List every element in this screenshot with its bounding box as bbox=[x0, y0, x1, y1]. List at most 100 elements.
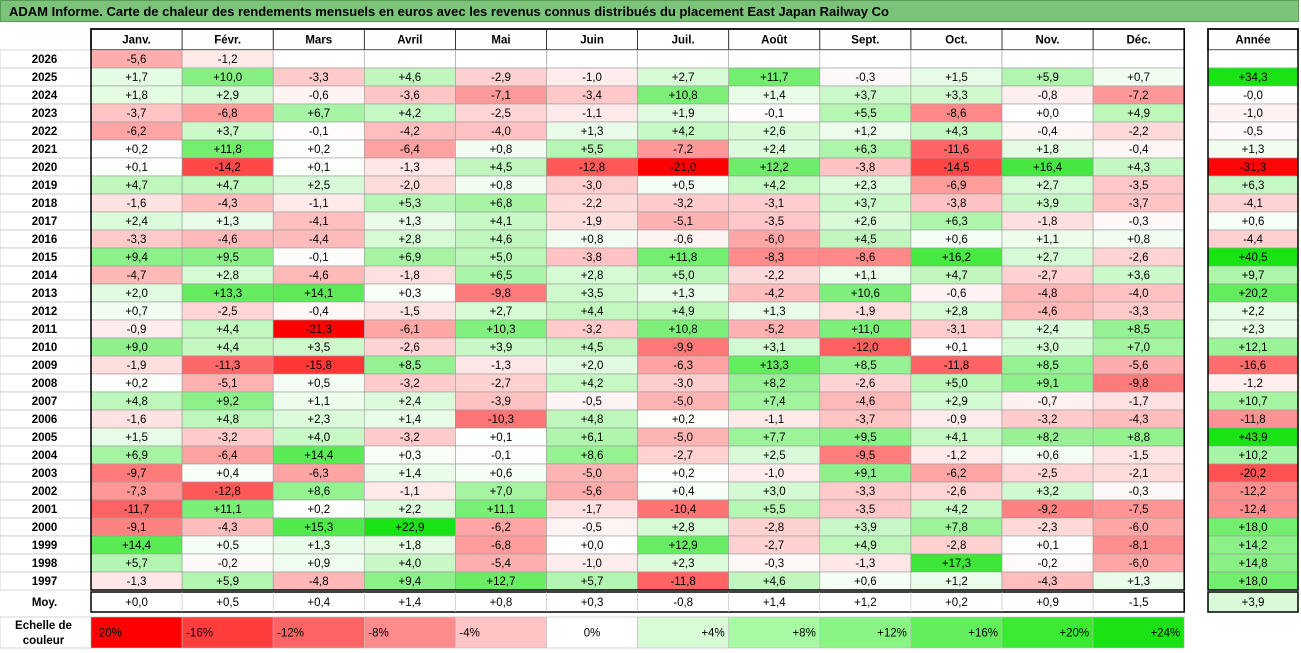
heat-cell-label: +1,1 bbox=[854, 270, 877, 282]
heat-cell-label: +8,2 bbox=[1036, 432, 1059, 444]
heat-cell-label: -3,0 bbox=[673, 378, 693, 390]
year-label: 1998 bbox=[32, 558, 58, 570]
year-label: 2026 bbox=[32, 54, 58, 66]
heat-cell bbox=[819, 49, 912, 69]
heat-cell-label: -9,8 bbox=[1129, 378, 1149, 390]
heat-cell-label: -3,2 bbox=[582, 324, 602, 336]
heat-cell-label: +0,2 bbox=[307, 504, 330, 516]
heat-cell-label: +1,3 bbox=[216, 216, 239, 228]
heat-cell-label: -1,7 bbox=[1129, 396, 1149, 408]
heat-cell-label: -0,3 bbox=[1129, 216, 1149, 228]
heat-cell-label: -6,4 bbox=[400, 144, 420, 156]
heat-cell-label: +8,2 bbox=[763, 378, 786, 390]
month-header: Juil. bbox=[672, 35, 695, 47]
heat-cell-label: -15,8 bbox=[306, 360, 332, 372]
annual-cell-label: +40,5 bbox=[1238, 252, 1267, 264]
annual-cell-label: +20,2 bbox=[1238, 288, 1267, 300]
scale-swatch bbox=[363, 616, 456, 649]
heat-cell-label: -7,3 bbox=[127, 486, 147, 498]
heat-cell-label: +3,0 bbox=[1036, 342, 1059, 354]
scale-swatch-label: -20% bbox=[95, 628, 122, 640]
year-label: 2025 bbox=[32, 72, 58, 84]
annual-cell-label: +1,3 bbox=[1242, 144, 1265, 156]
heat-cell-label: +3,5 bbox=[307, 342, 330, 354]
heat-cell-label: -12,8 bbox=[579, 162, 605, 174]
scale-swatch-label: +4% bbox=[701, 628, 724, 640]
heat-cell-label: +0,1 bbox=[945, 342, 968, 354]
heat-cell-label: +2,8 bbox=[398, 234, 421, 246]
heat-cell-label: +5,0 bbox=[672, 270, 695, 282]
heat-cell-label: +4,2 bbox=[945, 504, 968, 516]
heat-cell-label: -3,5 bbox=[764, 216, 784, 228]
scale-label-line2: couleur bbox=[23, 635, 65, 647]
annual-cell-label: +2,2 bbox=[1242, 306, 1265, 318]
heat-cell-label: +0,8 bbox=[1127, 234, 1150, 246]
annual-cell-label: +2,3 bbox=[1242, 324, 1265, 336]
year-label: 2021 bbox=[32, 144, 58, 156]
heat-cell-label: -3,7 bbox=[127, 108, 147, 120]
year-label: 2013 bbox=[32, 288, 58, 300]
annual-cell-label: +43,9 bbox=[1238, 432, 1267, 444]
heat-cell-label: -1,1 bbox=[764, 414, 784, 426]
heat-cell-label: -4,8 bbox=[309, 576, 329, 588]
heat-cell-label: -0,2 bbox=[1038, 558, 1058, 570]
average-value: +0,8 bbox=[490, 597, 513, 609]
heat-cell-label: -0,3 bbox=[855, 72, 875, 84]
heat-cell-label: +5,7 bbox=[125, 558, 148, 570]
annual-cell-label: -12,4 bbox=[1240, 504, 1267, 516]
heat-cell-label: -0,4 bbox=[1038, 126, 1058, 138]
scale-swatch bbox=[181, 616, 274, 649]
heat-cell-label: -2,1 bbox=[1129, 468, 1149, 480]
heat-cell-label: +5,5 bbox=[763, 504, 786, 516]
heat-cell-label: -1,2 bbox=[218, 54, 238, 66]
heat-cell-label: +1,4 bbox=[763, 90, 786, 102]
heat-cell-label: +10,3 bbox=[486, 324, 515, 336]
year-label: 2014 bbox=[32, 270, 58, 282]
month-header: Oct. bbox=[945, 35, 967, 47]
heat-cell-label: -1,7 bbox=[582, 504, 602, 516]
heat-cell-label: -2,3 bbox=[1038, 522, 1058, 534]
month-header: Sept. bbox=[851, 35, 879, 47]
year-label: 2010 bbox=[32, 342, 58, 354]
heat-cell-label: -2,7 bbox=[1038, 270, 1058, 282]
heat-cell-label: -3,3 bbox=[1129, 306, 1149, 318]
heat-cell-label: -1,8 bbox=[1038, 216, 1058, 228]
heat-cell-label: +2,2 bbox=[398, 504, 421, 516]
heat-cell-label: +4,9 bbox=[1127, 108, 1150, 120]
heat-cell-label: +0,8 bbox=[490, 144, 513, 156]
heat-cell-label: -11,8 bbox=[670, 576, 695, 588]
annual-cell-label: +10,7 bbox=[1238, 396, 1267, 408]
scale-swatch bbox=[272, 616, 365, 649]
heat-cell-label: -2,5 bbox=[1038, 468, 1058, 480]
heat-cell-label: -2,7 bbox=[491, 378, 511, 390]
heat-cell-label: +2,8 bbox=[672, 522, 695, 534]
heat-cell-label: -5,6 bbox=[582, 486, 602, 498]
heat-cell-label: -9,9 bbox=[673, 342, 693, 354]
heat-cell-label: -2,6 bbox=[855, 378, 875, 390]
heat-cell-label: -0,8 bbox=[1038, 90, 1058, 102]
heat-cell-label: -10,3 bbox=[488, 414, 514, 426]
annual-cell-label: -1,0 bbox=[1243, 108, 1263, 120]
heat-cell-label: -2,9 bbox=[491, 72, 511, 84]
heat-cell-label: +9,5 bbox=[216, 252, 239, 264]
heat-cell-label: -2,7 bbox=[673, 450, 693, 462]
heat-cell-label: -11,8 bbox=[944, 360, 969, 372]
heat-cell-label: +4,9 bbox=[854, 540, 877, 552]
heat-cell-label: +4,9 bbox=[672, 306, 695, 318]
year-label: 2009 bbox=[32, 360, 58, 372]
heat-cell-label: +4,2 bbox=[398, 108, 421, 120]
scale-swatch-label: +20% bbox=[1059, 628, 1089, 640]
month-header: Nov. bbox=[1036, 35, 1060, 47]
heat-cell-label: +0,1 bbox=[490, 432, 513, 444]
heat-cell-label: +0,2 bbox=[672, 468, 695, 480]
scale-swatch bbox=[1092, 616, 1185, 649]
heat-cell-label: +3,7 bbox=[854, 90, 877, 102]
scale-swatch bbox=[455, 616, 547, 649]
heat-cell-label: +2,0 bbox=[581, 360, 604, 372]
heat-cell-label: +2,4 bbox=[398, 396, 421, 408]
month-header: Mai bbox=[491, 35, 510, 47]
heat-cell-label: +0,9 bbox=[307, 558, 330, 570]
heat-cell-label: +10,0 bbox=[213, 72, 242, 84]
heat-cell-label: -8,6 bbox=[855, 252, 875, 264]
heat-cell-label: +3,0 bbox=[763, 486, 786, 498]
